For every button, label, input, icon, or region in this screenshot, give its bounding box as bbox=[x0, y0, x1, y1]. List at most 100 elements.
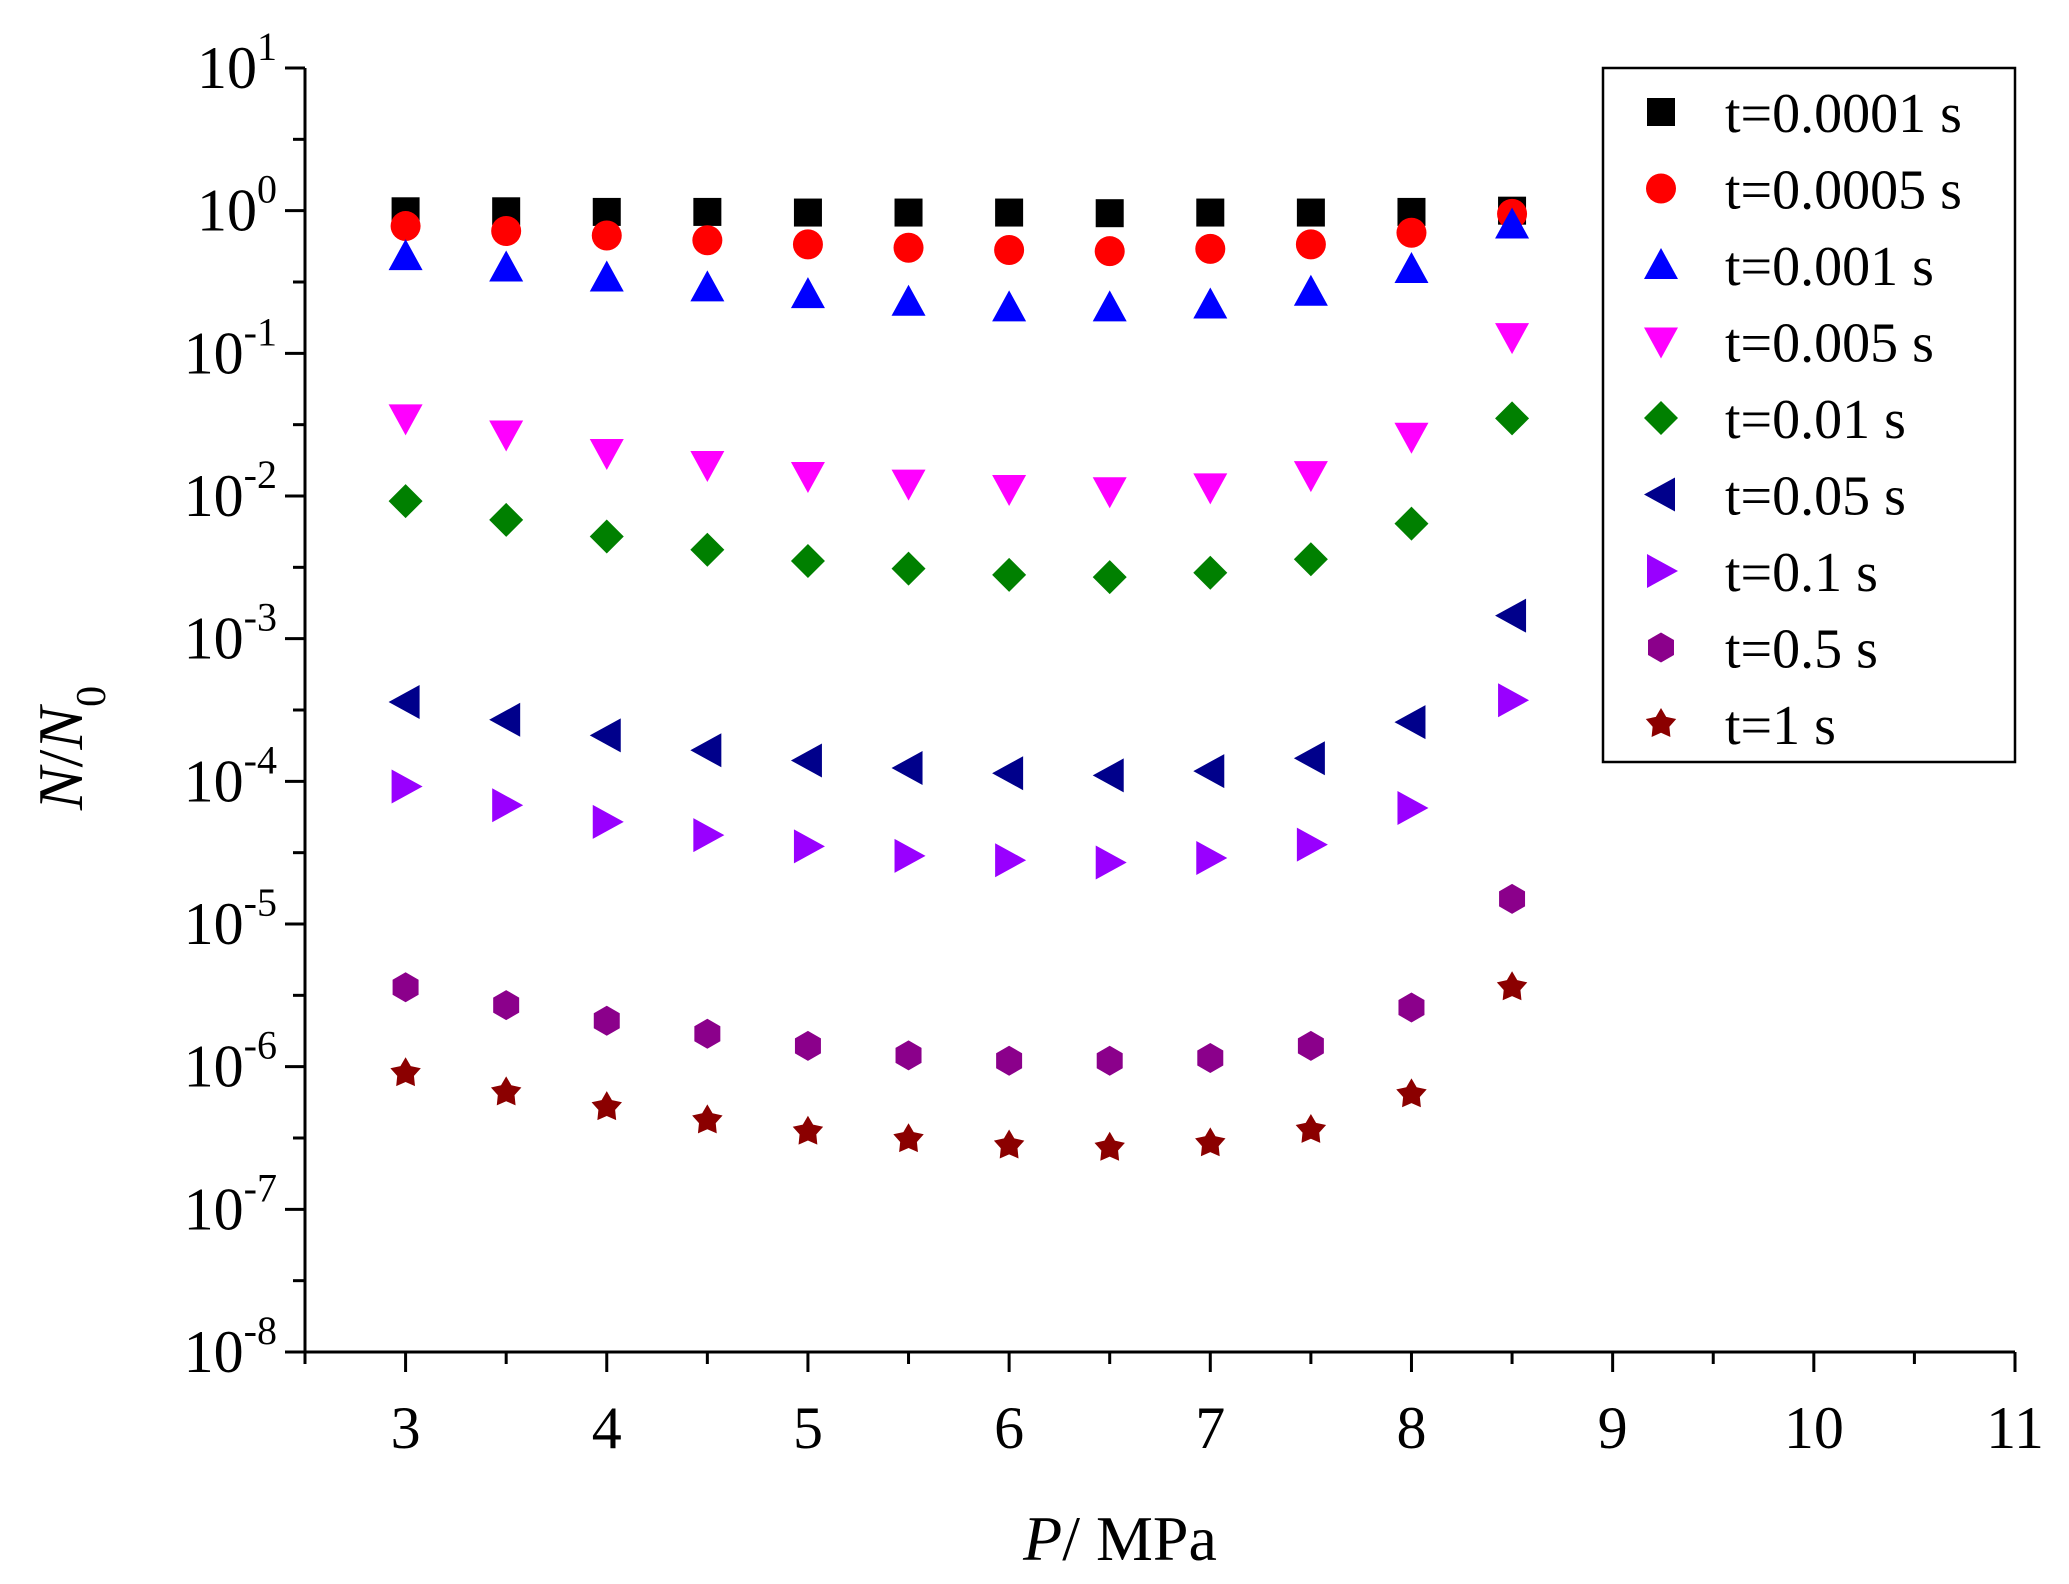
y-tick-label: 100 bbox=[197, 167, 277, 244]
series-5 bbox=[388, 401, 1530, 595]
data-point bbox=[1094, 1131, 1125, 1161]
legend-item: t=0.5 s bbox=[1648, 619, 1878, 681]
legend-label: t=0.1 s bbox=[1725, 542, 1878, 604]
series-6 bbox=[388, 598, 1527, 793]
y-tick-label: 10-1 bbox=[184, 309, 277, 386]
data-point bbox=[388, 239, 423, 271]
y-tick-label: 10-7 bbox=[184, 1165, 277, 1242]
legend-label: t=0.0005 s bbox=[1725, 160, 1962, 222]
data-point bbox=[1092, 290, 1127, 322]
data-point bbox=[489, 420, 524, 452]
data-point bbox=[1293, 741, 1325, 776]
data-point bbox=[996, 1045, 1023, 1076]
x-axis-title: P/ MPa bbox=[1022, 1503, 1217, 1574]
data-point bbox=[591, 1091, 622, 1121]
data-point bbox=[1394, 422, 1429, 454]
data-point bbox=[1496, 971, 1528, 1001]
legend-item: t=0.005 s bbox=[1644, 313, 1934, 375]
data-point bbox=[793, 829, 825, 864]
data-point bbox=[1396, 217, 1427, 248]
legend-label: t=0.0001 s bbox=[1725, 83, 1962, 145]
data-point bbox=[492, 788, 524, 823]
data-point bbox=[593, 1005, 620, 1036]
y-axis-title: N/N0 bbox=[25, 686, 115, 811]
legend-marker bbox=[1647, 98, 1675, 126]
data-point bbox=[591, 220, 622, 251]
data-point bbox=[489, 702, 521, 737]
legend-marker bbox=[1645, 708, 1677, 737]
data-point bbox=[1092, 758, 1124, 793]
data-point bbox=[1295, 229, 1326, 260]
data-point bbox=[391, 769, 423, 804]
data-point bbox=[792, 229, 823, 260]
data-point bbox=[1495, 207, 1530, 239]
data-point bbox=[792, 1115, 824, 1145]
series-4 bbox=[388, 323, 1530, 509]
data-point bbox=[891, 469, 926, 501]
data-point bbox=[894, 838, 926, 873]
data-point bbox=[491, 216, 522, 247]
data-point bbox=[994, 235, 1025, 266]
legend-label: t=0.05 s bbox=[1725, 466, 1906, 528]
data-point bbox=[1095, 199, 1124, 228]
data-point bbox=[1095, 845, 1127, 880]
data-point bbox=[1296, 827, 1328, 862]
data-point bbox=[693, 818, 725, 853]
legend-marker bbox=[1644, 248, 1678, 279]
legend-item: t=0.0001 s bbox=[1647, 83, 1962, 145]
data-point bbox=[1398, 992, 1425, 1023]
data-point bbox=[390, 1057, 421, 1087]
data-point bbox=[1193, 754, 1225, 789]
x-tick-label: 11 bbox=[1986, 1395, 2044, 1461]
x-tick-label: 3 bbox=[391, 1395, 421, 1461]
legend-marker bbox=[1647, 554, 1678, 588]
data-point bbox=[1499, 883, 1526, 914]
data-point bbox=[1394, 705, 1426, 740]
data-point bbox=[388, 484, 423, 519]
data-point bbox=[1495, 401, 1530, 436]
data-point bbox=[489, 250, 524, 282]
x-tick-label: 5 bbox=[793, 1395, 823, 1461]
data-point bbox=[1195, 233, 1226, 264]
legend-marker bbox=[1644, 401, 1678, 435]
y-tick-label: 10-4 bbox=[184, 737, 277, 814]
series-8 bbox=[392, 883, 1526, 1076]
x-tick-label: 8 bbox=[1396, 1395, 1426, 1461]
data-point bbox=[891, 284, 926, 316]
legend-item: t=0.1 s bbox=[1647, 542, 1878, 604]
data-point bbox=[1498, 683, 1530, 718]
data-point bbox=[1397, 791, 1429, 826]
x-tick-label: 7 bbox=[1195, 1395, 1225, 1461]
data-point bbox=[1193, 473, 1228, 505]
data-point bbox=[995, 843, 1027, 878]
data-point bbox=[1495, 598, 1527, 633]
data-point bbox=[1196, 841, 1228, 876]
data-point bbox=[1193, 555, 1228, 590]
data-point bbox=[1197, 1043, 1224, 1074]
data-point bbox=[694, 1018, 721, 1049]
data-point bbox=[692, 225, 723, 256]
data-point bbox=[1096, 1045, 1123, 1076]
data-point bbox=[692, 1104, 723, 1134]
data-point bbox=[1394, 252, 1429, 284]
data-point bbox=[1295, 1113, 1327, 1143]
series-3 bbox=[388, 207, 1530, 322]
series-2 bbox=[390, 198, 1528, 267]
legend-label: t=0.5 s bbox=[1725, 619, 1878, 681]
data-point bbox=[891, 751, 923, 786]
data-point bbox=[589, 260, 624, 292]
data-point bbox=[790, 743, 822, 778]
legend-marker bbox=[1646, 173, 1676, 204]
series-layer bbox=[388, 196, 1530, 1161]
data-point bbox=[1293, 461, 1328, 493]
legend-item: t=1 s bbox=[1645, 695, 1836, 757]
legend-label: t=0.001 s bbox=[1725, 236, 1934, 298]
legend: t=0.0001 s t=0.0005 s t=0.001 s t=0.005 s t=… bbox=[1601, 66, 2017, 764]
data-point bbox=[690, 733, 722, 768]
y-axis: 101 100 10-1 10-2 10-3 10-4 10-5 10-6 10-7 10-8 bbox=[184, 24, 307, 1385]
legend-item: t=0.01 s bbox=[1644, 389, 1906, 451]
data-point bbox=[992, 474, 1027, 506]
x-tick-label: 4 bbox=[592, 1395, 622, 1461]
data-point bbox=[690, 270, 725, 302]
x-tick-label: 10 bbox=[1784, 1395, 1844, 1461]
